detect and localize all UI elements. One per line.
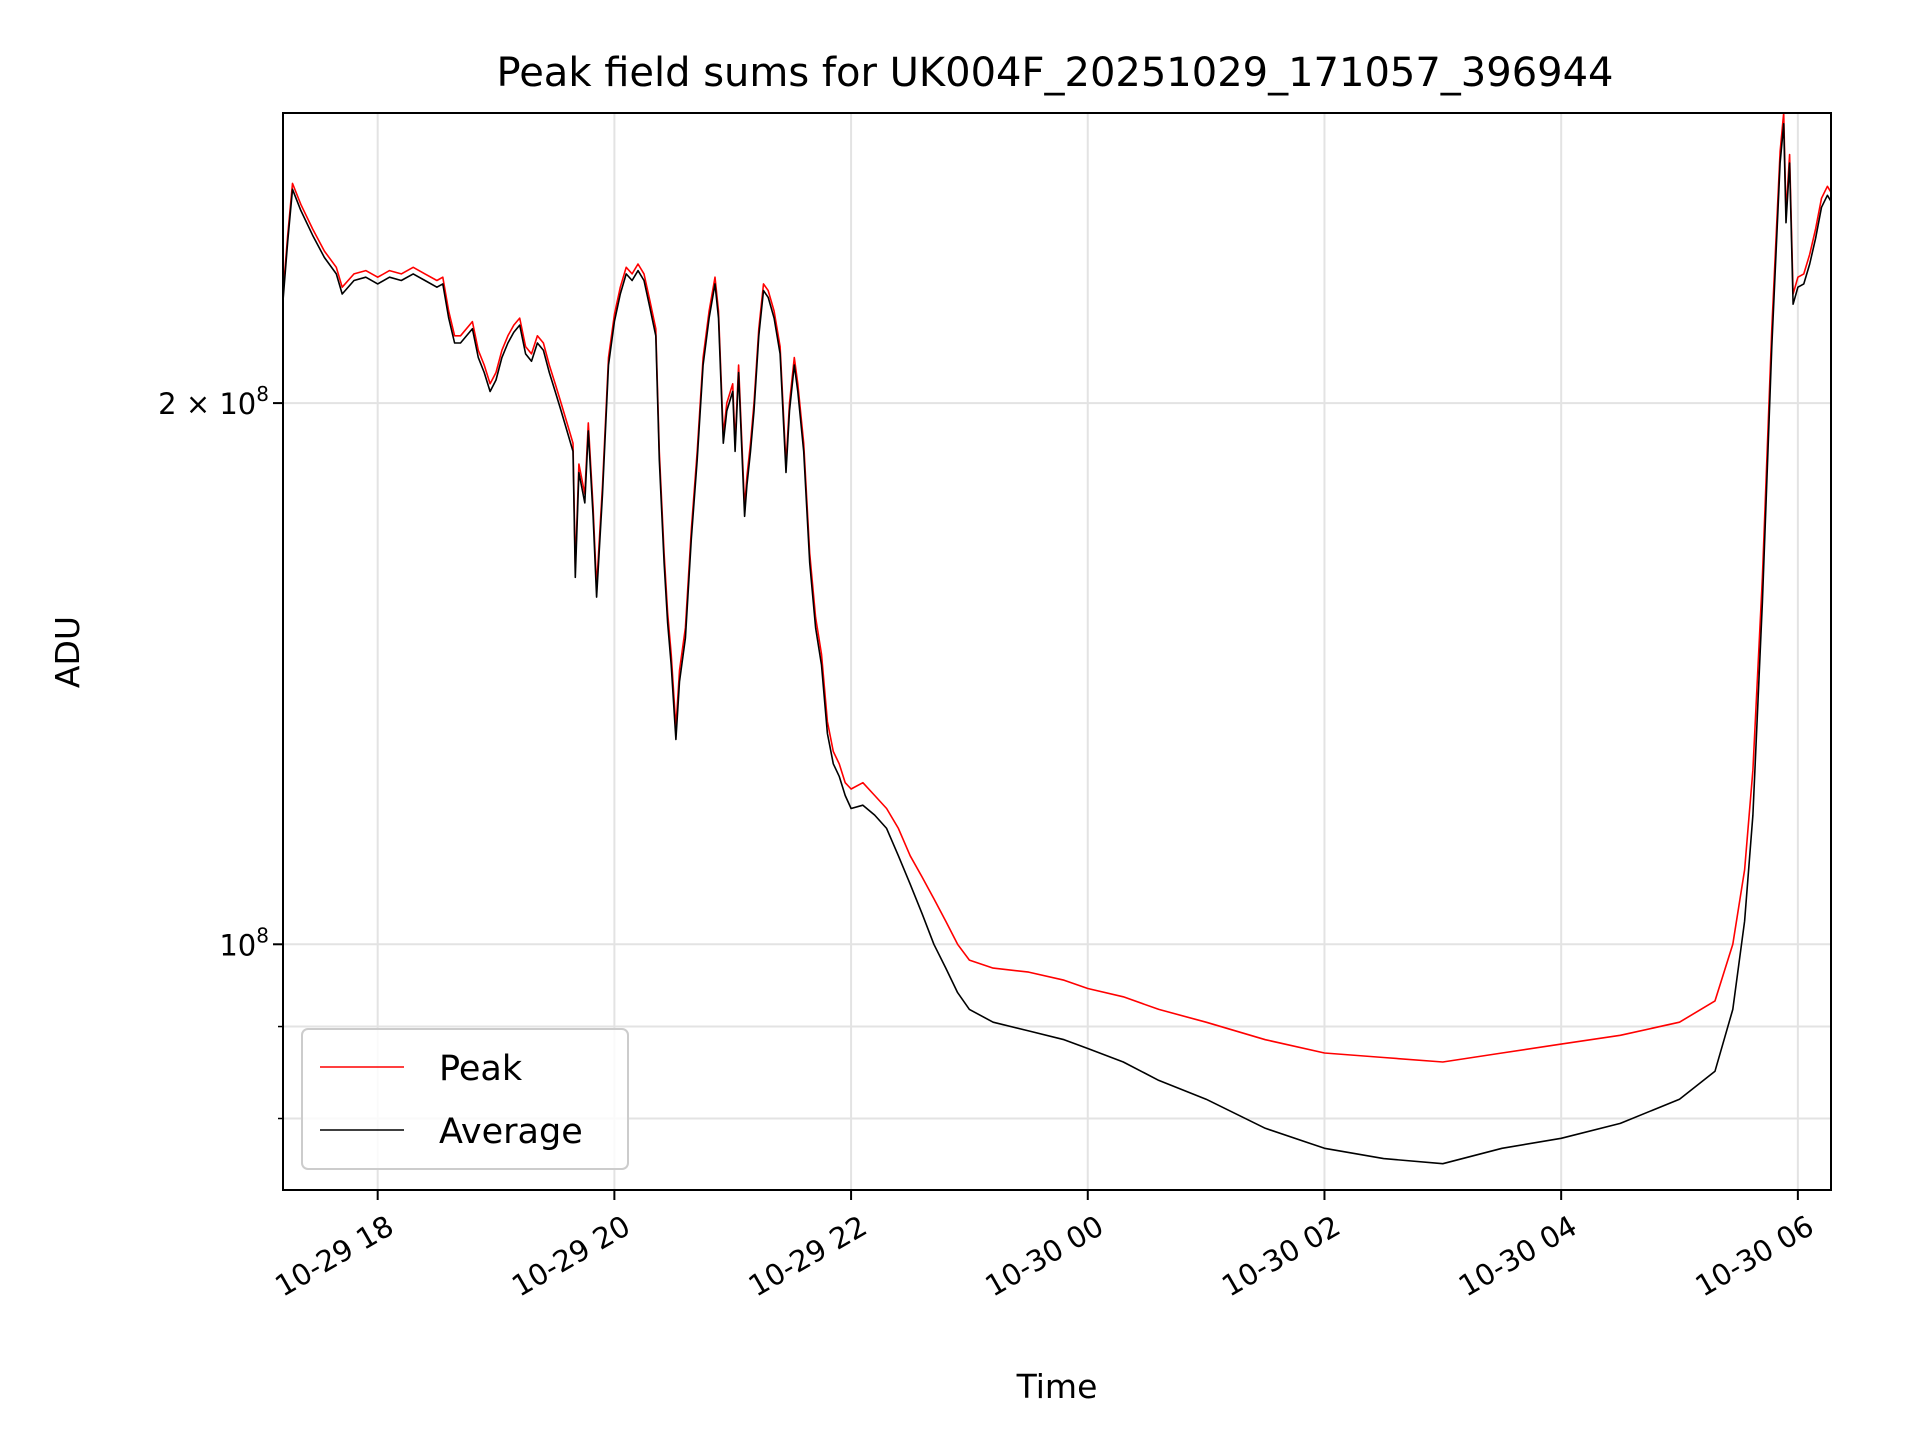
series-line-peak bbox=[283, 113, 1831, 1063]
y-tick-label-base: 2 × 10 bbox=[158, 387, 256, 421]
x-axis-title: Time bbox=[1016, 1367, 1098, 1406]
gridlines bbox=[283, 113, 1831, 1190]
legend-label-peak: Peak bbox=[439, 1049, 523, 1089]
plot-lines bbox=[283, 113, 1831, 1165]
y-tick-label-exponent: 8 bbox=[256, 923, 269, 947]
series-line-average bbox=[283, 123, 1831, 1165]
legend: Peak Average bbox=[301, 1028, 629, 1170]
y-tick-label: 2 × 108 bbox=[158, 382, 269, 421]
legend-label-average: Average bbox=[439, 1112, 583, 1152]
y-tick-label-base: 10 bbox=[219, 928, 256, 962]
legend-box bbox=[301, 1028, 629, 1170]
plot-area-frame bbox=[282, 112, 1832, 1191]
y-tick-label-exponent: 8 bbox=[256, 382, 269, 406]
y-axis-title: ADU bbox=[48, 616, 87, 688]
y-tick-label: 108 bbox=[219, 923, 269, 962]
chart-title: Peak field sums for UK004F_20251029_1710… bbox=[497, 50, 1614, 96]
